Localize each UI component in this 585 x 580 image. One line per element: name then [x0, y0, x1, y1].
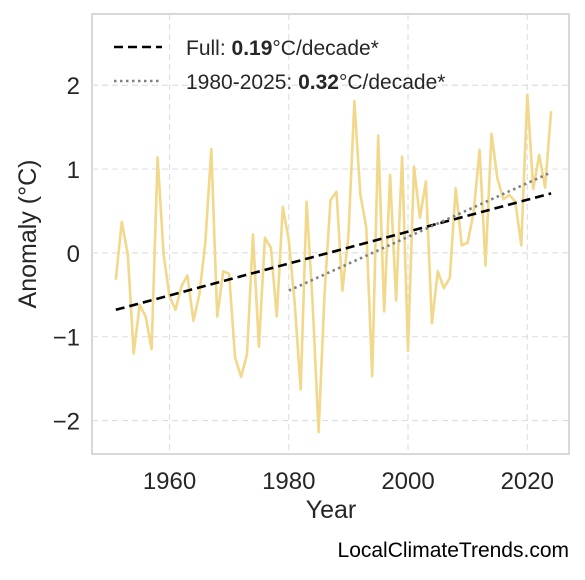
- y-tick-labels: −2 −1 0 1 2: [53, 73, 80, 435]
- y-tick-label: 0: [67, 241, 80, 268]
- plot-area: [91, 13, 570, 455]
- full-trend-line: [115, 192, 552, 312]
- chart-svg: 1960 1980 2000 2020 −2 −1 0 1 2 Year Anomaly (°…: [14, 13, 570, 524]
- x-axis-title: Year: [306, 496, 357, 524]
- x-tick-label: 1980: [262, 468, 315, 495]
- x-tick-label: 1960: [143, 468, 196, 495]
- legend: Full: 0.19°C/decade* 1980-2025: 0.32°C/d…: [114, 37, 445, 94]
- x-tick-labels: 1960 1980 2000 2020: [143, 468, 554, 495]
- anomaly-series-line: [114, 93, 553, 434]
- y-axis-title: Anomaly (°C): [14, 160, 42, 309]
- legend-label-recent: 1980-2025: 0.32°C/decade*: [186, 71, 445, 94]
- y-tick-label: −1: [53, 325, 80, 352]
- series-layer: [114, 93, 553, 434]
- x-tick-label: 2020: [501, 468, 554, 495]
- credit-text: LocalClimateTrends.com: [337, 539, 569, 562]
- x-tick-label: 2000: [381, 468, 434, 495]
- y-tick-label: −2: [53, 408, 80, 435]
- legend-label-full: Full: 0.19°C/decade*: [186, 37, 379, 60]
- y-tick-label: 2: [67, 73, 80, 100]
- y-tick-label: 1: [67, 157, 80, 184]
